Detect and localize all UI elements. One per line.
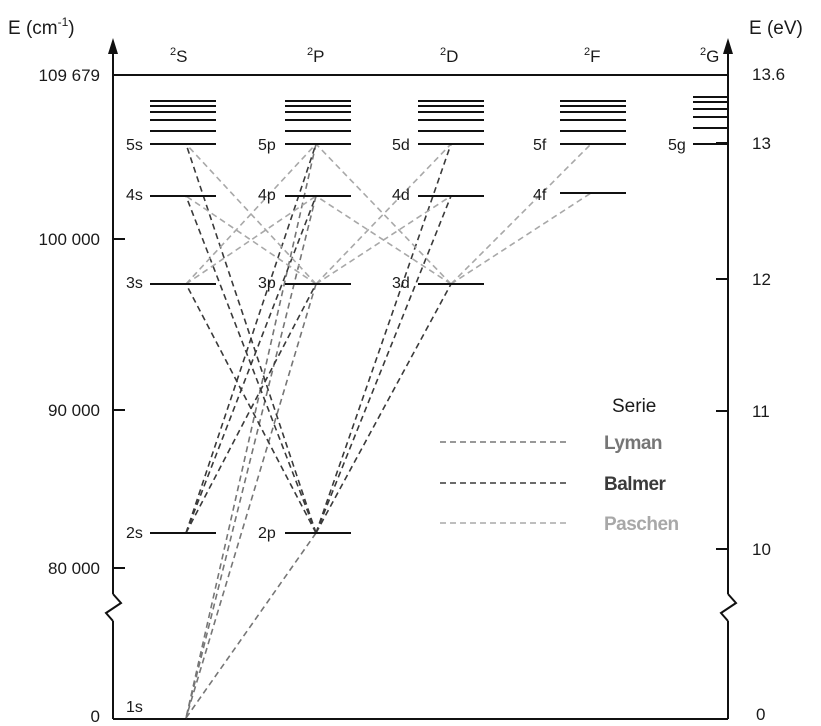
level-label-4p: 4p: [258, 187, 276, 204]
level-label-3p: 3p: [258, 275, 276, 292]
legend-label-balmer: Balmer: [604, 474, 667, 495]
column-header-s: 2S: [170, 46, 187, 66]
level-label-1s: 1s: [126, 699, 143, 716]
legend-label-paschen: Paschen: [604, 514, 679, 535]
left-axis-arrow-icon: [108, 38, 118, 54]
column-header-p: 2P: [307, 46, 324, 66]
level-label-4d: 4d: [392, 187, 410, 204]
left-tick-label: 0: [91, 707, 100, 726]
transition-paschen-3p-5d: [315, 143, 452, 285]
level-label-5d: 5d: [392, 137, 410, 154]
transition-lyman-4p-1s: [185, 195, 317, 719]
left-tick-label: 90 000: [48, 401, 100, 420]
level-label-4s: 4s: [126, 187, 143, 204]
column-header-g: 2G: [700, 46, 719, 66]
right-tick-label: 11: [752, 402, 770, 421]
legend: Serie Lyman Balmer Paschen: [440, 396, 679, 535]
column-header-f: 2F: [584, 46, 601, 66]
level-label-2p: 2p: [258, 525, 276, 542]
left-tick-label: 109 679: [39, 66, 100, 85]
level-label-2s: 2s: [126, 525, 143, 542]
transition-lines: [185, 143, 592, 719]
left-axis-title: E (cm-1): [8, 15, 75, 39]
right-tick-label: 0: [756, 705, 765, 724]
level-label-5g: 5g: [668, 137, 686, 154]
level-label-5p: 5p: [258, 137, 276, 154]
transition-paschen-3d-4p: [315, 195, 452, 285]
level-label-4f: 4f: [533, 187, 547, 204]
legend-label-lyman: Lyman: [604, 433, 662, 454]
left-axis: [104, 50, 123, 719]
level-label-5s: 5s: [126, 137, 143, 154]
legend-title: Serie: [612, 396, 656, 417]
transition-paschen-3d-4f: [450, 192, 592, 285]
right-tick-label: 13: [752, 134, 771, 153]
transition-balmer-2p-4s: [185, 195, 317, 534]
right-axis-title: E (eV): [749, 18, 803, 39]
level-label-3d: 3d: [392, 275, 410, 292]
transition-balmer-2p-4d: [315, 195, 452, 534]
transition-lyman-5p-1s: [185, 143, 317, 719]
right-tick-label: 13.6: [752, 65, 785, 84]
transition-balmer-2p-5s: [185, 143, 317, 534]
column-header-d: 2D: [440, 46, 458, 66]
transition-lyman-3p-1s: [185, 283, 317, 719]
transition-paschen-3p-5s: [185, 143, 317, 285]
transition-paschen-3s-4p: [185, 195, 317, 285]
level-label-3s: 3s: [126, 275, 143, 292]
left-tick-label: 100 000: [39, 230, 100, 249]
transition-paschen-3d-5p: [315, 143, 452, 285]
level-label-5f: 5f: [533, 137, 547, 154]
transition-lyman-2p-1s: [185, 532, 317, 719]
transition-balmer-2p-3s: [185, 283, 317, 534]
right-tick-label: 10: [752, 540, 771, 559]
energy-levels: [150, 96, 728, 534]
transition-paschen-3d-5f: [450, 143, 592, 285]
right-axis: [719, 50, 738, 719]
left-tick-label: 80 000: [48, 559, 100, 578]
right-tick-label: 12: [752, 270, 771, 289]
right-axis-arrow-icon: [723, 38, 733, 54]
transition-balmer-2p-3d: [315, 283, 452, 534]
transition-balmer-2p-5d: [315, 143, 452, 534]
transition-paschen-3p-4s: [185, 195, 317, 285]
